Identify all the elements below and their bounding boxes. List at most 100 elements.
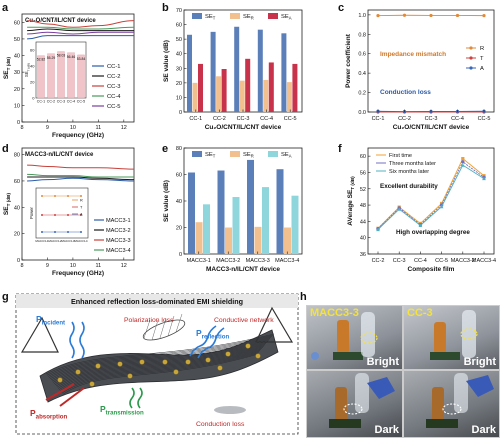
y-tick-label: 80 <box>176 146 182 152</box>
x-tick-label: 8 <box>20 263 23 269</box>
data-point-First time <box>461 157 464 160</box>
bar-SE_T <box>234 27 239 112</box>
data-point-R <box>482 14 485 17</box>
photo-label: MACC3-3 <box>310 307 359 319</box>
legend-label: A <box>480 66 484 72</box>
bar-SE_R <box>284 228 291 255</box>
bar-SE_A <box>198 64 203 112</box>
cu2o-particle <box>246 344 251 349</box>
cu2o-particle <box>174 370 179 375</box>
y-tick-label: 40 <box>176 52 182 58</box>
x-tick-label: CC-5 <box>478 116 491 122</box>
inset-x-tick-label: MACC3-4 <box>74 239 88 243</box>
legend-swatch <box>268 13 278 19</box>
panel-letter: f <box>338 143 342 155</box>
cu2o-particle <box>140 360 145 365</box>
x-tick-label: CC-2 <box>398 116 411 122</box>
bar-SE_A <box>203 204 210 254</box>
x-tick-label: CC-1 <box>372 116 385 122</box>
x-tick-label: 12 <box>121 125 127 131</box>
inset-bar-value-label: 53.84 <box>77 57 86 61</box>
inset-data-point <box>80 231 82 233</box>
series-line-MACC3-3 <box>27 165 134 169</box>
bar-SE_R <box>255 227 262 254</box>
cu2o-particle <box>118 362 123 367</box>
cu2o-particle <box>76 370 81 375</box>
legend-label: MACC3-3 <box>106 238 131 244</box>
y-tick-label: 0 <box>179 252 182 258</box>
cu2o-particle <box>96 364 101 369</box>
inset-data-point <box>41 231 43 233</box>
legend-swatch <box>230 151 240 157</box>
photo-label: CC-3 <box>407 307 433 319</box>
y-axis-label: SE value (dB) <box>163 40 170 82</box>
x-tick-label: CC-1 <box>189 116 202 122</box>
incident-wave-icon <box>80 322 84 358</box>
y-tick-label: 56 <box>360 170 366 176</box>
photo-state: Bright <box>367 356 399 368</box>
inset-data-point <box>80 195 82 197</box>
bar-SE_T <box>188 173 195 254</box>
inset-y-tick-label: 40 <box>30 64 35 69</box>
bar-SE_R <box>216 76 221 112</box>
inset-x-tick-label: CC-5 <box>77 100 85 104</box>
cu2o-particle <box>226 352 231 357</box>
inset-y-tick-label: 0 <box>32 96 35 101</box>
y-tick-label: 20 <box>176 226 182 232</box>
schematic-title: Enhanced reflection loss-dominated EMI s… <box>71 297 243 306</box>
y-axis-label: SET (dB) <box>3 56 11 79</box>
legend-label: Three months later <box>389 161 436 167</box>
y-tick-label: 48 <box>360 203 366 209</box>
y-tick-label: 36 <box>360 252 366 258</box>
inset-data-point <box>54 231 56 233</box>
bar-SE_R <box>193 83 198 112</box>
y-tick-label: 60 <box>14 179 20 185</box>
photo-state: Bright <box>464 356 496 368</box>
panel-letter: e <box>162 143 168 155</box>
x-tick-label: MACC3-4 <box>472 258 496 264</box>
inset-y-axis-label: Power <box>29 206 34 218</box>
cu2o-particle <box>128 374 133 379</box>
legend-label: First time <box>389 153 412 159</box>
x-tick-label: MACC3-2 <box>216 258 240 264</box>
inset-bar-value-label: 55.29 <box>47 56 56 60</box>
x-tick-label: 9 <box>46 263 49 269</box>
bar-SE_T <box>258 30 263 112</box>
annotation: Conduction loss <box>380 89 431 96</box>
inset-x-tick-label: CC-3 <box>57 100 65 104</box>
transmission-wave-icon <box>130 388 134 408</box>
panel-letter: a <box>2 2 9 14</box>
inset-bar <box>48 54 55 98</box>
legend-label: CC-5 <box>107 104 121 110</box>
x-tick-label: CC-4 <box>260 116 273 122</box>
x-tick-label: CC-3 <box>237 116 250 122</box>
x-tick-label: MACC3-1 <box>187 258 211 264</box>
bar-SE_T <box>281 33 286 112</box>
legend-label: CC-3 <box>107 84 121 90</box>
y-axis-label: SET (dB) <box>3 192 11 215</box>
annotation: High overlapping degree <box>396 229 470 236</box>
photo-cc-3-bright: CC-3 Bright <box>403 305 500 370</box>
x-axis-label: Frequency (GHz) <box>52 270 104 277</box>
inset-bar <box>58 52 65 98</box>
photo-macc3-3-bright: MACC3-3 Bright <box>306 305 403 370</box>
x-tick-label: 8 <box>20 125 23 131</box>
data-point-R <box>456 14 459 17</box>
inset-data-point <box>54 195 56 197</box>
inset-x-tick-label: MACC3-3 <box>61 239 75 243</box>
bar-SE_R <box>196 222 203 254</box>
photo-macc3-3-dark: Dark <box>306 370 403 438</box>
absorption-label: Pabsorption <box>30 408 68 421</box>
photo-state: Dark <box>375 424 399 436</box>
x-tick-label: 11 <box>96 263 102 269</box>
transmission-wave-icon <box>138 388 142 408</box>
y-tick-label: 10 <box>176 95 182 101</box>
legend-label: Six months later <box>389 169 429 175</box>
x-tick-label: MACC3-3 <box>246 258 270 264</box>
x-tick-label: 11 <box>96 125 102 131</box>
x-axis-label: Frequency (GHz) <box>52 132 104 139</box>
legend-label: MACC3-4 <box>106 248 131 254</box>
bar-SE_A <box>233 197 240 254</box>
y-tick-label: 0.4 <box>358 71 366 77</box>
legend-label: CC-1 <box>107 64 121 70</box>
